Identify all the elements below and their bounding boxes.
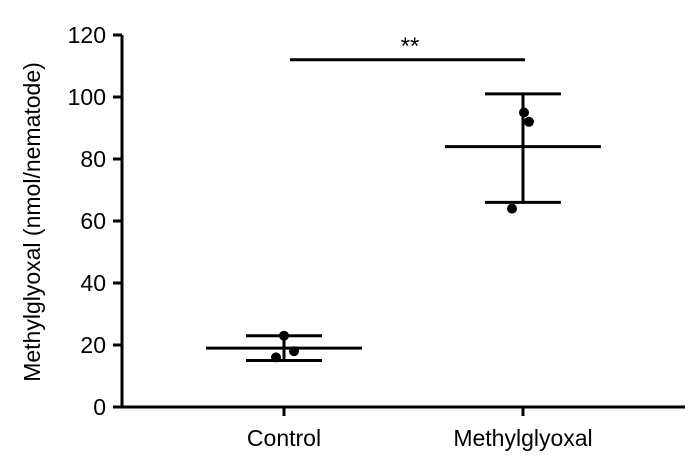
y-tick-label: 20 [80, 332, 106, 358]
significance-label: ** [401, 33, 420, 60]
y-tick-label: 120 [68, 22, 106, 48]
y-tick-label: 80 [80, 146, 106, 172]
group-methylglyoxal [445, 92, 601, 214]
x-category-label: Methylglyoxal [453, 425, 592, 451]
x-axis: Control Methylglyoxal [120, 405, 685, 451]
data-point [524, 116, 534, 127]
data-point [271, 352, 281, 363]
data-point [519, 107, 529, 118]
y-tick-label: 0 [93, 394, 106, 420]
data-point [507, 203, 517, 214]
data-point [279, 330, 289, 341]
y-axis: 0 20 40 60 80 100 120 [68, 22, 124, 420]
data-point [289, 346, 299, 357]
x-category-label: Control [247, 425, 321, 451]
y-tick-label: 100 [68, 84, 106, 110]
group-control [206, 330, 362, 363]
y-tick-label: 60 [80, 208, 106, 234]
y-axis-title: Methylglyoxal (nmol/nematode) [19, 62, 45, 382]
data-groups [206, 92, 601, 363]
y-tick-label: 40 [80, 270, 106, 296]
annotations: ** [290, 33, 525, 62]
